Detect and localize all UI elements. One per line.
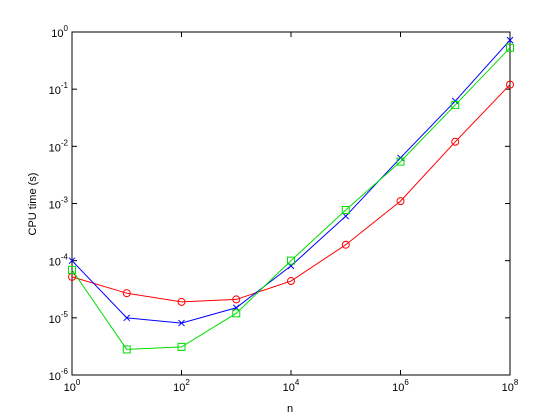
marker (68, 257, 76, 265)
marker (123, 314, 131, 322)
marker (341, 205, 350, 214)
marker (177, 297, 186, 306)
marker (342, 212, 350, 220)
marker (232, 309, 241, 318)
marker (396, 197, 405, 206)
marker (506, 43, 514, 52)
series-line (71, 84, 511, 303)
marker (506, 36, 514, 44)
x-tick-label: 102 (173, 378, 190, 394)
x-tick-label: 108 (502, 378, 519, 394)
y-axis-label: CPU time (s) (27, 173, 39, 236)
marker (341, 240, 350, 249)
x-tick-label: 104 (283, 378, 300, 394)
marker (506, 80, 514, 89)
marker (451, 100, 460, 109)
y-tick-label: 10-3 (49, 196, 69, 212)
plot-area (71, 31, 511, 376)
y-tick-label: 10-6 (49, 367, 69, 383)
y-tick-label: 10-2 (49, 138, 69, 154)
marker (287, 277, 295, 286)
marker (68, 265, 76, 274)
x-tick-label: 100 (64, 378, 81, 394)
marker (396, 157, 405, 166)
marker (232, 295, 241, 304)
marker (177, 342, 186, 351)
marker (122, 345, 131, 354)
marker (178, 319, 185, 327)
y-tick-label: 10-4 (49, 253, 69, 269)
y-tick-label: 10-5 (49, 310, 69, 326)
marker (451, 137, 460, 146)
marker (122, 289, 131, 298)
x-tick-label: 106 (392, 378, 409, 394)
series-line (71, 47, 511, 350)
y-tick-label: 10-1 (49, 81, 69, 97)
marker (287, 256, 295, 265)
y-tick-label: 100 (51, 24, 68, 40)
x-axis-label: n (287, 403, 293, 415)
